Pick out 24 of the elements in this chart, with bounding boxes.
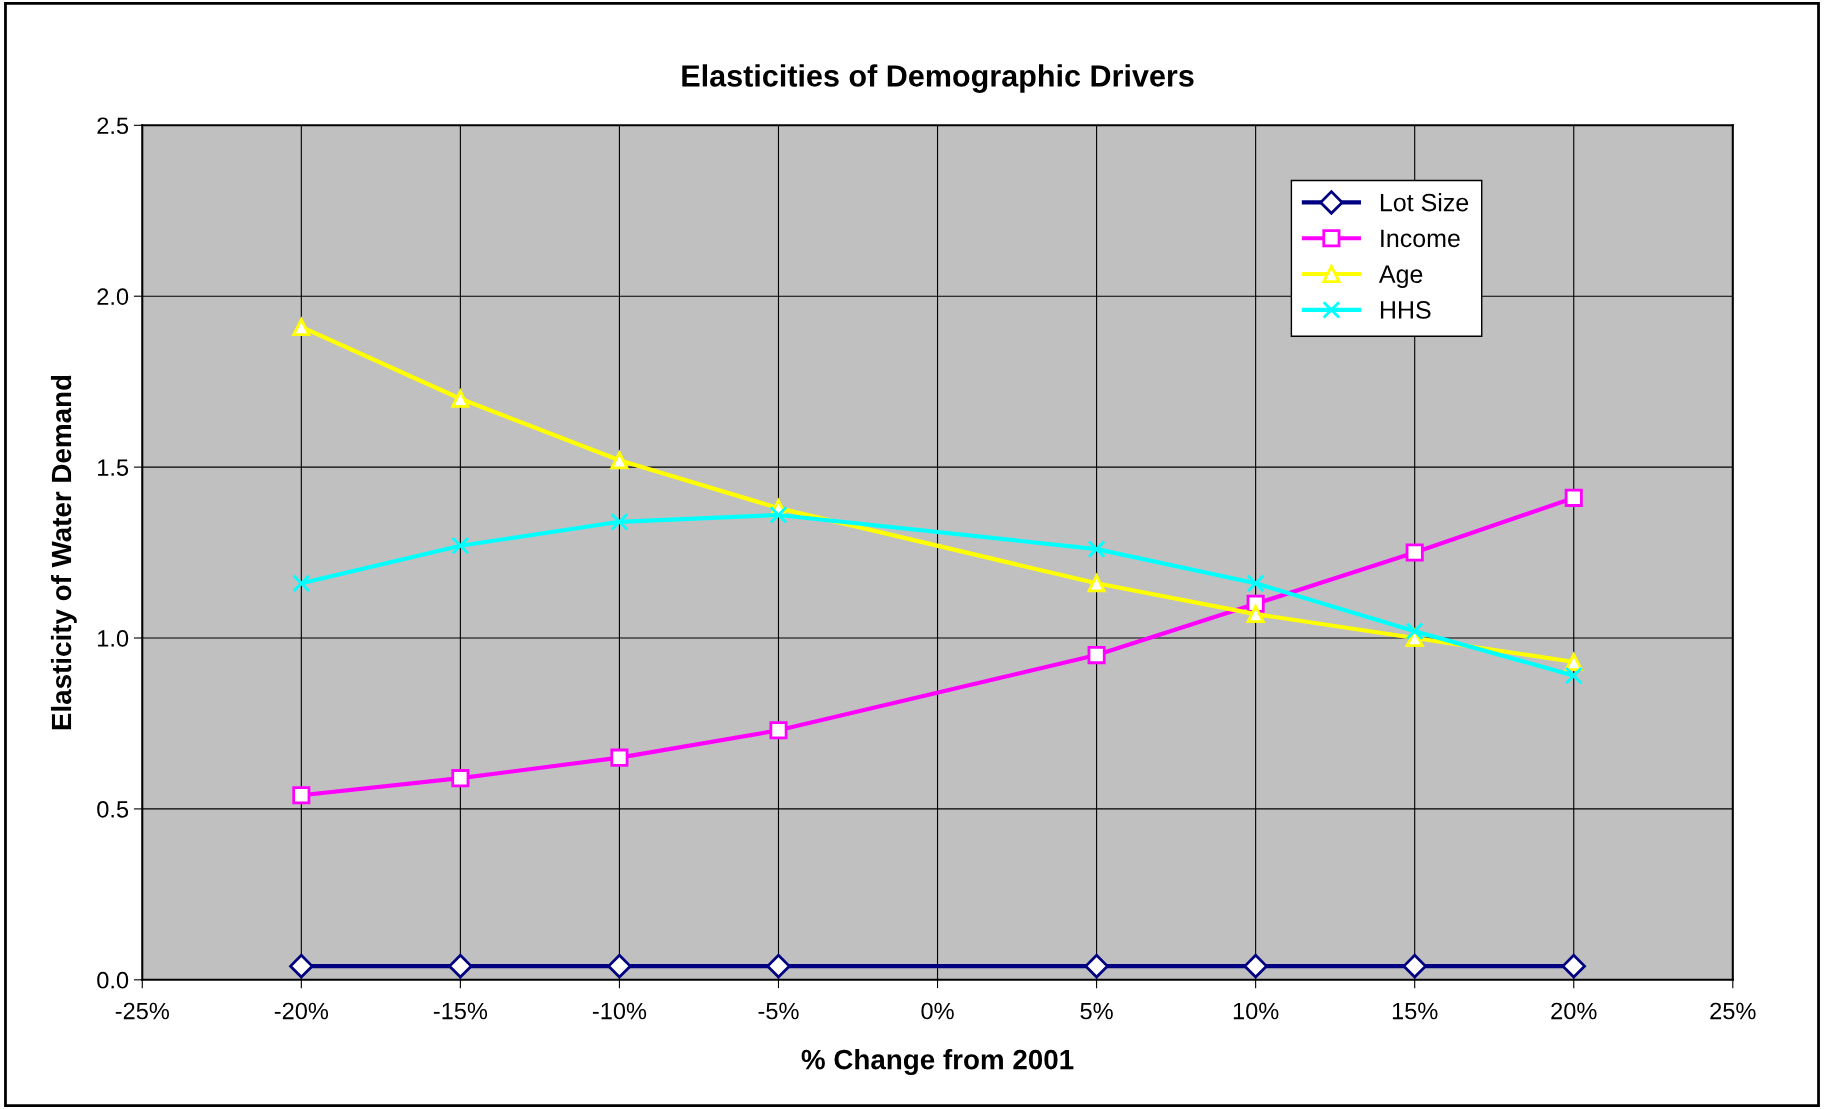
x-tick-label: 25% xyxy=(1710,1002,1756,1020)
x-tick-label: 10% xyxy=(1233,1002,1279,1020)
x-tick-label: -20% xyxy=(274,1002,329,1020)
y-tick-label: 2.0 xyxy=(97,288,129,305)
x-tick-label: -15% xyxy=(433,1002,488,1020)
x-tick-label: 0% xyxy=(921,1002,954,1020)
chart-title: Elasticities of Demographic Drivers xyxy=(682,64,1194,93)
x-tick-label: -10% xyxy=(592,1002,647,1020)
x-tick-label: 5% xyxy=(1080,1002,1113,1020)
x-tick-label: -25% xyxy=(115,1002,169,1020)
x-tick-label: 15% xyxy=(1392,1002,1438,1020)
legend-label: HHS xyxy=(1380,301,1431,319)
y-tick-label: 2.5 xyxy=(97,117,129,135)
y-tick-label: 0.5 xyxy=(97,800,129,818)
legend-label: Age xyxy=(1378,265,1423,288)
legend-label: Lot Size xyxy=(1380,193,1469,212)
legend-label: Income xyxy=(1381,229,1460,248)
y-tick-label: 1.5 xyxy=(98,459,129,476)
x-tick-label: 20% xyxy=(1551,1002,1597,1020)
y-tick-label: 1.0 xyxy=(98,630,129,647)
y-axis-title: Elasticity of Water Demand xyxy=(50,375,77,730)
y-tick-label: 0.0 xyxy=(97,971,129,989)
x-axis-title: % Change from 2001 xyxy=(801,1049,1074,1076)
x-tick-label: -5% xyxy=(758,1002,799,1020)
